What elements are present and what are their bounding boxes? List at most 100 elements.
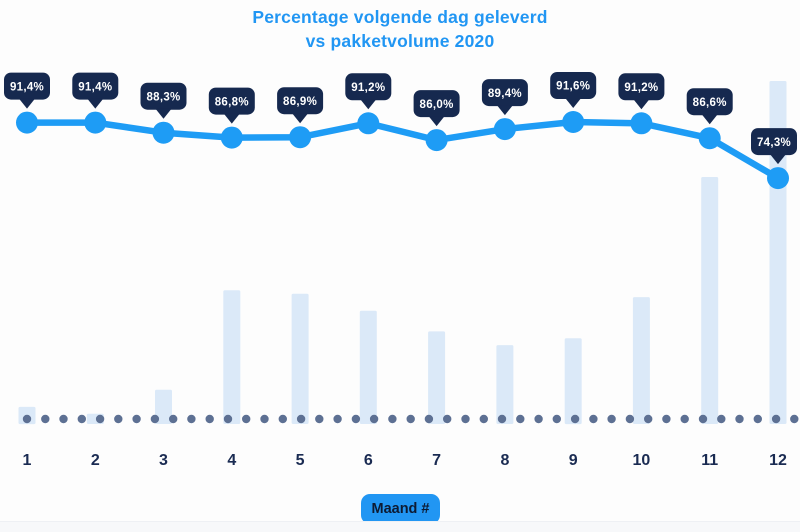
data-label-text: 86,0% [420, 99, 454, 111]
data-label-text: 86,6% [693, 97, 727, 109]
baseline-dot [771, 414, 781, 424]
volume-bar [769, 81, 787, 424]
line-point-marker [152, 121, 175, 144]
baseline-dot [406, 414, 415, 424]
baseline-dot [315, 414, 324, 424]
baseline-dot [95, 414, 105, 424]
x-axis-tick: 3 [159, 452, 168, 469]
line-point-marker [493, 118, 516, 141]
volume-bar [359, 310, 377, 424]
bottom-edge-strip [0, 521, 800, 532]
baseline-dot [424, 414, 434, 424]
baseline-dot [59, 414, 68, 424]
x-axis-tick: 7 [432, 452, 442, 469]
baseline-dot [260, 414, 269, 424]
baseline-dot [552, 414, 561, 424]
data-label-tooltip: 88,3% [140, 82, 187, 119]
baseline-dot [570, 414, 580, 424]
baseline-dot [753, 414, 762, 424]
volume-bar [701, 177, 719, 424]
chart-title: Percentage volgende dag geleverd vs pakk… [0, 5, 800, 53]
x-axis-tick: 5 [295, 452, 305, 469]
x-axis-tick: 9 [568, 452, 578, 469]
data-label-text: 88,3% [146, 91, 180, 103]
baseline-dot [205, 414, 214, 424]
data-label-tooltip: 91,2% [618, 73, 665, 110]
baseline-dot [644, 414, 653, 424]
baseline-dot [534, 414, 543, 424]
baseline-dot [242, 414, 251, 424]
data-label-text: 86,8% [215, 96, 249, 108]
line-point-marker [630, 112, 653, 135]
data-label-text: 91,6% [556, 81, 590, 93]
volume-bar [223, 290, 241, 424]
data-label-tooltip: 86,9% [277, 87, 324, 124]
baseline-dot [369, 414, 379, 424]
baseline-dot [388, 414, 397, 424]
baseline-dot [77, 414, 87, 424]
data-label-tooltip: 74,3% [751, 128, 797, 165]
x-axis-tick: 2 [90, 452, 100, 469]
volume-bar [155, 389, 172, 424]
line-point-marker [562, 111, 585, 133]
x-axis-tick: 1 [22, 452, 32, 469]
baseline-dot [607, 414, 616, 424]
line-point-marker [16, 111, 38, 134]
data-label-tooltip: 91,4% [4, 72, 50, 109]
data-label-tooltip: 91,4% [72, 72, 119, 109]
data-label-tooltip: 91,6% [550, 72, 597, 108]
data-label-tooltip: 91,2% [345, 73, 392, 110]
data-label-tooltip: 86,0% [413, 90, 460, 127]
baseline-dot [351, 414, 361, 424]
baseline-dot [625, 414, 635, 424]
volume-bar [496, 345, 514, 424]
line-point-marker [357, 112, 380, 135]
data-label-text: 89,4% [488, 88, 522, 100]
baseline-dot [717, 414, 726, 424]
baseline-dot [479, 414, 488, 424]
baseline-dot [22, 414, 32, 424]
baseline-dot [662, 414, 671, 424]
x-axis-tick: 10 [632, 452, 651, 469]
line-point-marker [698, 127, 721, 150]
baseline-dot [41, 414, 50, 424]
x-axis-tick: 8 [500, 452, 510, 469]
data-label-text: 74,3% [757, 137, 791, 149]
volume-bar [428, 331, 446, 424]
baseline-dot [497, 414, 507, 424]
baseline-dot [114, 414, 123, 424]
chart-title-line2: vs pakketvolume 2020 [305, 31, 495, 51]
chart-title-line1: Percentage volgende dag geleverd [252, 7, 548, 27]
baseline-dot [169, 414, 178, 424]
baseline-dot [187, 414, 196, 424]
percentage-line [23, 118, 782, 182]
data-label-tooltip: 86,6% [686, 88, 733, 125]
baseline-dot [132, 414, 141, 424]
data-label-tooltip: 89,4% [481, 79, 528, 116]
x-axis-tick: 6 [363, 452, 373, 469]
baseline-dot [516, 414, 525, 424]
baseline-dot [150, 414, 160, 424]
baseline-dot [698, 414, 708, 424]
line-point-marker [84, 111, 107, 134]
baseline-dot [278, 414, 287, 424]
volume-bar [632, 297, 650, 424]
x-axis-label-badge: Maand # [361, 494, 440, 524]
baseline-dot [735, 414, 744, 424]
baseline-dot [296, 414, 306, 424]
volume-bar [564, 338, 582, 425]
baseline-dot [790, 414, 799, 424]
line-point-marker [767, 167, 789, 190]
x-axis-tick: 4 [227, 452, 237, 469]
x-axis-tick: 11 [701, 452, 719, 469]
baseline-dot [333, 414, 342, 424]
baseline-dot [589, 414, 598, 424]
line-point-marker [289, 126, 312, 149]
baseline-dot [461, 414, 470, 424]
data-label-text: 91,4% [78, 81, 112, 93]
data-label-text: 91,2% [624, 82, 658, 94]
line-point-marker [220, 126, 243, 149]
baseline-dot [443, 414, 452, 424]
